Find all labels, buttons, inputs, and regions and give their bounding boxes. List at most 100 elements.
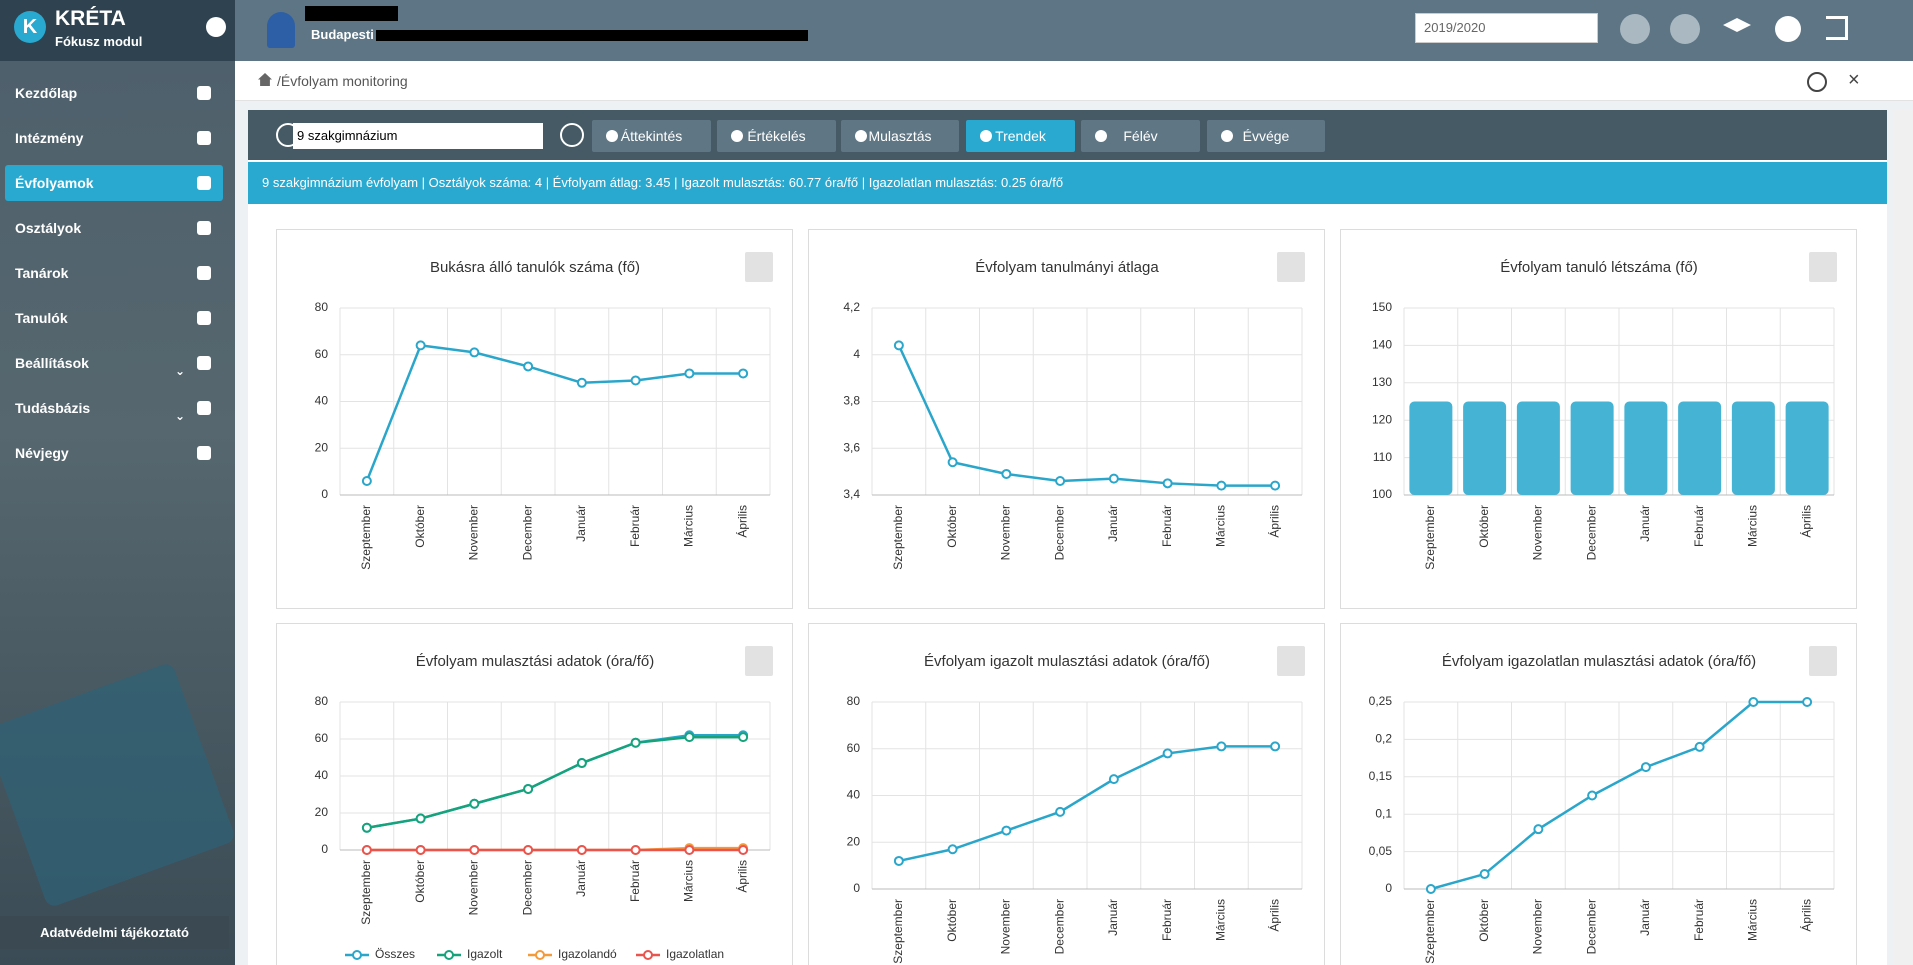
tab[interactable]: Áttekintés	[592, 120, 711, 152]
bar	[1409, 401, 1453, 495]
nav-label: Osztályok	[15, 220, 82, 236]
x-tick-label: Március	[1214, 899, 1228, 941]
line	[366, 735, 744, 830]
close-button[interactable]: ×	[1848, 69, 1860, 91]
point	[1108, 473, 1119, 484]
x-tick-label: Január	[1638, 505, 1652, 542]
y-tick-label: 100	[1372, 487, 1392, 501]
help-button[interactable]	[1807, 72, 1827, 92]
menu-toggle[interactable]	[206, 17, 226, 37]
school-icon[interactable]	[1723, 18, 1751, 32]
nav-item[interactable]: Évfolyamok	[5, 165, 223, 201]
tab[interactable]: Évvége	[1207, 120, 1325, 152]
point	[1694, 741, 1705, 752]
x-tick-label: Április	[1266, 899, 1281, 932]
y-tick-label: 40	[315, 394, 329, 408]
nav-icon	[197, 131, 211, 145]
point	[469, 347, 480, 358]
theme-icon[interactable]	[1775, 16, 1801, 42]
x-tick-label: December	[1584, 899, 1598, 954]
tab[interactable]: Mulasztás	[841, 120, 959, 152]
legend-label: Igazolt	[467, 947, 503, 961]
tab-icon	[606, 130, 618, 142]
x-tick-label: Október	[945, 505, 959, 548]
y-tick-label: 120	[1372, 412, 1392, 426]
nav-item[interactable]: Tanulók	[5, 300, 223, 336]
y-tick-label: 80	[847, 694, 861, 708]
point	[684, 368, 695, 379]
year-select[interactable]: 2019/2020	[1415, 13, 1598, 43]
point	[1748, 697, 1759, 707]
y-tick-label: 0,1	[1375, 806, 1392, 820]
nav-item[interactable]: Intézmény	[5, 120, 223, 156]
nav-label: Tanulók	[15, 310, 68, 326]
chart-card: Évfolyam tanuló létszáma (fő) 100 110 120 13…	[1340, 229, 1857, 609]
chart-title: Évfolyam igazolatlan mulasztási adatok (…	[1442, 653, 1756, 670]
logo-subtitle: Fókusz modul	[55, 34, 143, 49]
y-tick-label: 40	[847, 788, 861, 802]
point	[947, 457, 958, 468]
legend-label: Igazolandó	[558, 947, 617, 961]
chart-title: Bukásra álló tanulók száma (fő)	[430, 259, 640, 276]
line	[1430, 700, 1808, 891]
point	[738, 368, 749, 379]
info-bar: 9 szakgimnázium évfolyam | Osztályok szá…	[248, 162, 1887, 204]
point	[576, 758, 587, 769]
nav-item[interactable]: Tanárok	[5, 255, 223, 291]
x-tick-label: Január	[1106, 899, 1120, 936]
x-tick-label: November	[467, 505, 481, 560]
point	[1162, 748, 1173, 759]
nav-label: Tudásbázis	[15, 400, 91, 416]
tab[interactable]: Trendek	[966, 120, 1075, 152]
tab-icon	[1221, 130, 1233, 142]
card-button[interactable]	[1670, 14, 1700, 44]
privacy-link[interactable]: Adatvédelmi tájékoztató	[0, 916, 229, 949]
nav-item[interactable]: Beállítások ⌄	[5, 345, 223, 381]
y-tick-label: 150	[1372, 300, 1392, 314]
scrollbar[interactable]	[1893, 110, 1913, 965]
school-name: Budapesti	[311, 27, 374, 42]
y-tick-label: 4,2	[843, 300, 860, 314]
point	[576, 377, 587, 388]
y-tick-label: 0	[1385, 881, 1392, 895]
x-tick-label: Szeptember	[1423, 899, 1437, 964]
chart-menu-button	[745, 252, 773, 282]
bar	[1570, 401, 1614, 495]
next-button[interactable]	[560, 123, 584, 147]
grade-select[interactable]: 9 szakgimnázium	[293, 123, 543, 149]
point	[1640, 762, 1651, 773]
nav-label: Intézmény	[15, 130, 84, 146]
nav-item[interactable]: Kezdőlap	[5, 75, 223, 111]
point	[469, 845, 480, 855]
view-button[interactable]	[1620, 14, 1650, 44]
tab-label: Félév	[1123, 128, 1158, 144]
toolbar: 9 szakgimnázium Áttekintés Értékelés Mulas…	[248, 110, 1887, 160]
point	[576, 845, 587, 855]
y-tick-label: 110	[1373, 450, 1392, 464]
line	[897, 344, 1276, 487]
bar	[1516, 401, 1560, 495]
x-tick-label: Február	[1692, 505, 1706, 547]
point	[947, 844, 958, 855]
x-tick-label: Október	[413, 505, 427, 548]
nav-item[interactable]: Névjegy	[5, 435, 223, 471]
x-tick-label: Szeptember	[359, 860, 373, 925]
tab[interactable]: Értékelés	[717, 120, 836, 152]
x-tick-label: Február	[628, 860, 642, 902]
chart-menu-button	[1809, 252, 1837, 282]
nav-item[interactable]: Osztályok	[5, 210, 223, 246]
tab[interactable]: Félév	[1081, 120, 1200, 152]
chart-title: Évfolyam mulasztási adatok (óra/fő)	[416, 653, 654, 670]
point	[1802, 697, 1813, 707]
nav-icon	[197, 311, 211, 325]
logout-icon[interactable]	[1826, 16, 1848, 40]
chart: Évfolyam tanulmányi átlaga 3,4 3,6 3,8 4 4,2 S…	[843, 252, 1305, 570]
home-icon[interactable]	[258, 73, 272, 86]
tab-icon	[731, 130, 743, 142]
point	[893, 855, 904, 866]
chart-menu-button	[745, 646, 773, 676]
bar	[1731, 401, 1775, 495]
point	[630, 375, 641, 386]
x-tick-label: Szeptember	[1423, 505, 1437, 570]
nav-item[interactable]: Tudásbázis ⌄	[5, 390, 223, 426]
